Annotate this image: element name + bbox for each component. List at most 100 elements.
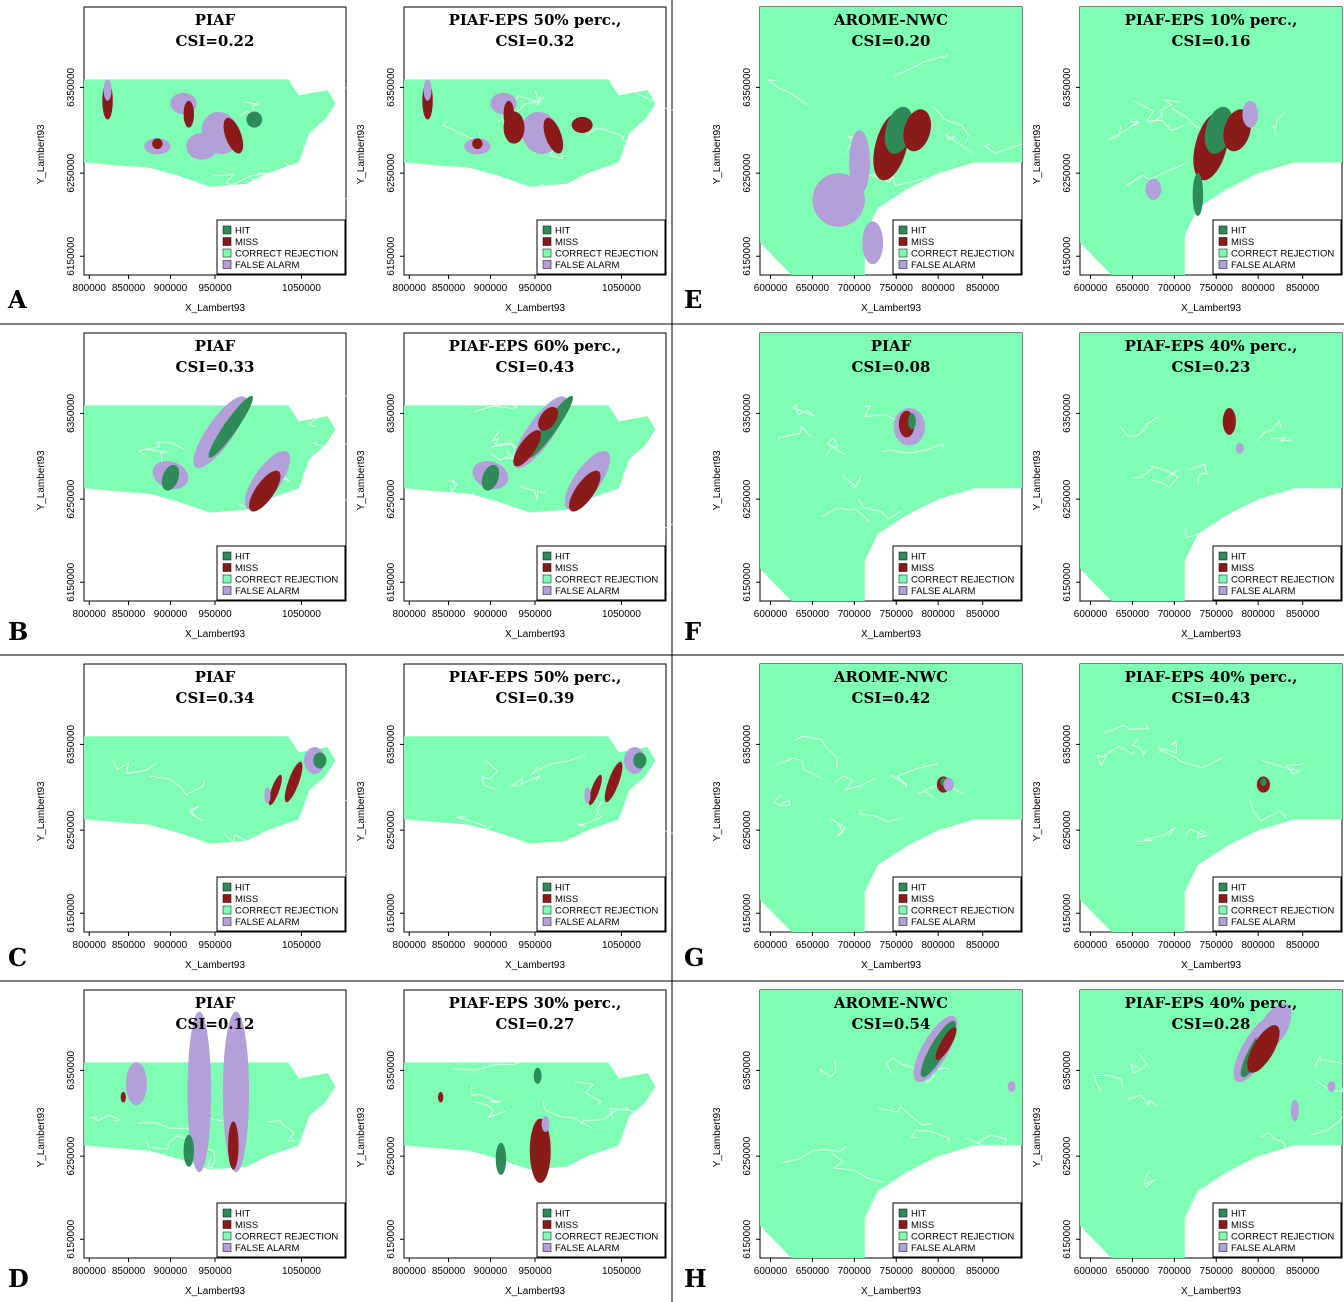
csi-score: CSI=0.42 [852, 689, 931, 707]
legend-box [892, 219, 1022, 275]
river-line [113, 189, 144, 208]
river-line [1094, 1075, 1124, 1092]
river-line [1149, 99, 1180, 125]
x-tick-label: 700000 [1158, 283, 1192, 294]
x-tick-label: 800000 [73, 609, 107, 620]
legend-label-false-alarm: FALSE ALARM [235, 1243, 300, 1254]
legend-label-hit: HIT [1231, 226, 1247, 237]
hazard-area [538, 406, 559, 431]
river-line [1188, 463, 1208, 486]
domain-land [84, 736, 336, 844]
river-line [491, 430, 521, 451]
river-line [149, 775, 205, 796]
legend-swatch-miss [542, 563, 552, 572]
x-tick-label: 800000 [393, 609, 427, 620]
domain-land [1080, 664, 1342, 932]
river-line [548, 835, 589, 853]
river-line [819, 1061, 837, 1078]
x-tick-label: 600000 [754, 1266, 788, 1277]
x-axis-label: X_Lambert93 [1181, 1286, 1241, 1297]
csi-score: CSI=0.43 [1172, 689, 1251, 707]
x-tick-label: 600000 [1074, 283, 1108, 294]
legend-swatch-false-alarm [898, 917, 908, 926]
legend-swatch-correct-rejection [1218, 574, 1228, 584]
river-line [638, 511, 712, 532]
legend-label-hit: HIT [1231, 883, 1247, 894]
legend-swatch-miss [542, 894, 552, 903]
y-tick-label: 6350000 [66, 67, 77, 106]
map-title: PIAF-EPS 50% perc., [449, 668, 622, 686]
legend-label-miss: MISS [235, 894, 258, 905]
river-line [775, 757, 822, 779]
legend-swatch-correct-rejection [542, 248, 552, 258]
legend-label-miss: MISS [911, 563, 934, 574]
x-axis-label: X_Lambert93 [1181, 629, 1241, 640]
river-line [945, 133, 973, 154]
domain-land [760, 333, 1022, 601]
river-line [842, 472, 862, 489]
river-line [574, 1081, 602, 1106]
river-line [825, 437, 846, 456]
x-tick-label: 850000 [1286, 1266, 1320, 1277]
y-tick-label: 6250000 [1062, 153, 1073, 192]
y-tick-label: 6250000 [66, 479, 77, 518]
x-tick-label: 1050000 [602, 283, 641, 294]
legend-label-false-alarm: FALSE ALARM [1231, 917, 1296, 928]
legend-swatch-miss [222, 1220, 232, 1229]
legend-swatch-hit [222, 882, 232, 892]
river-line [772, 793, 790, 806]
y-tick-label: 6150000 [742, 562, 753, 601]
legend-label-correct-rejection: CORRECT REJECTION [1231, 249, 1334, 260]
legend-swatch-miss [898, 894, 908, 903]
legend-swatch-correct-rejection [222, 905, 232, 915]
legend-swatch-hit [542, 551, 552, 561]
x-tick-label: 850000 [1286, 283, 1320, 294]
river-line [314, 77, 379, 97]
x-tick-label: 850000 [966, 283, 1000, 294]
river-line [189, 805, 203, 821]
hazard-area [120, 1091, 126, 1103]
hazard-area [472, 138, 483, 150]
csi-score: CSI=0.54 [852, 1015, 931, 1033]
river-line [627, 824, 686, 844]
x-tick-label: 800000 [921, 1266, 955, 1277]
x-tick-label: 750000 [880, 1266, 914, 1277]
hazard-area [423, 79, 432, 101]
y-tick-label: 6250000 [1062, 1136, 1073, 1175]
legend-label-false-alarm: FALSE ALARM [235, 260, 300, 271]
river-line [794, 735, 838, 768]
river-line [864, 405, 897, 421]
legend-label-false-alarm: FALSE ALARM [235, 917, 300, 928]
legend-swatch-false-alarm [222, 917, 232, 926]
river-line [910, 172, 992, 199]
river-network [453, 1060, 665, 1191]
river-line [910, 1129, 950, 1146]
y-axis-label: Y_Lambert93 [356, 450, 367, 510]
y-tick-label: 6350000 [1062, 1050, 1073, 1089]
river-line [1129, 118, 1139, 127]
x-tick-label: 650000 [796, 283, 830, 294]
y-tick-label: 6150000 [1062, 1219, 1073, 1258]
river-line [954, 519, 1019, 531]
csi-score: CSI=0.33 [176, 358, 255, 376]
legend-label-hit: HIT [1231, 552, 1247, 563]
river-line [1185, 527, 1209, 545]
x-tick-label: 650000 [796, 1266, 830, 1277]
legend-swatch-miss [898, 563, 908, 572]
hazard-area [543, 117, 564, 154]
river-line [1131, 737, 1146, 756]
hazard-area [264, 787, 271, 804]
river-line [449, 478, 458, 493]
river-line [307, 395, 347, 427]
hazard-area [495, 1142, 507, 1175]
legend-label-false-alarm: FALSE ALARM [235, 586, 300, 597]
legend-swatch-false-alarm [542, 586, 552, 595]
river-line [540, 183, 578, 196]
hazard-area [908, 413, 916, 430]
x-tick-label: 850000 [112, 609, 146, 620]
hazard-area [633, 752, 647, 769]
river-line [224, 833, 269, 844]
river-line [542, 1099, 592, 1129]
